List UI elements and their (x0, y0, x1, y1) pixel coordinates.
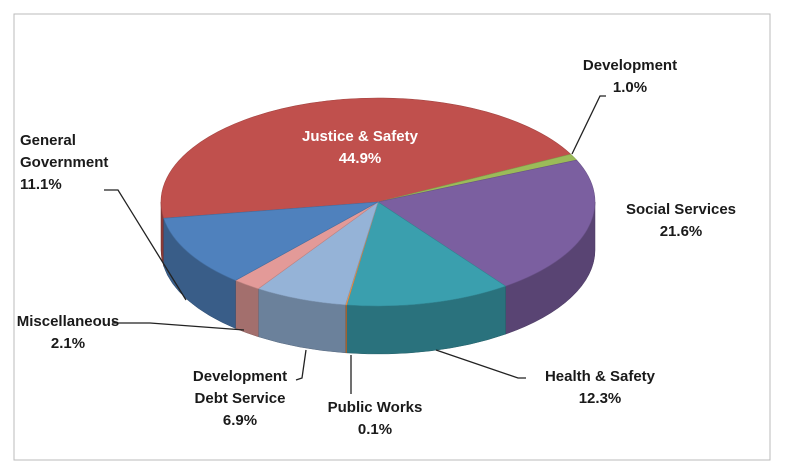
slice-label: Health & Safety 12.3% (525, 366, 675, 410)
category-label: Public Works (327, 399, 423, 416)
leader-line (435, 349, 526, 379)
category-label: Health & Safety (544, 368, 656, 385)
leader-line (104, 189, 187, 301)
chart-frame (13, 13, 771, 461)
slice-side (235, 280, 259, 338)
slice-label: Development 1.0% (560, 55, 700, 99)
leader-line (295, 349, 307, 381)
value-label: 6.9% (222, 412, 258, 429)
value-label: 44.9% (338, 150, 382, 167)
category-label: Social Services (625, 201, 737, 218)
slice-label: Public Works 0.1% (315, 397, 435, 441)
category-label: Justice & Safety (302, 128, 418, 145)
slice (163, 201, 379, 281)
slice-label: Justice & Safety 44.9% (290, 126, 430, 170)
leader-line (112, 322, 245, 331)
value-label: 11.1% (20, 176, 62, 193)
category-label: Development Debt Service (192, 368, 288, 407)
slice-label: Miscellaneous 2.1% (8, 311, 128, 355)
pie (160, 97, 596, 355)
slice-label: General Government 11.1% (20, 130, 140, 196)
value-label: 2.1% (50, 335, 86, 352)
category-label: Miscellaneous (16, 313, 120, 330)
value-label: 21.6% (659, 223, 703, 240)
leader-lines (104, 95, 606, 394)
slice (160, 97, 572, 219)
slice-label: Development Debt Service 6.9% (175, 366, 305, 432)
slice-label: Social Services 21.6% (606, 199, 756, 243)
slice (377, 159, 596, 287)
value-label: 1.0% (612, 79, 648, 96)
slice (346, 201, 507, 307)
category-label: General Government (20, 132, 109, 171)
value-label: 12.3% (578, 390, 622, 407)
category-label: Development (582, 57, 678, 74)
value-label: 0.1% (357, 421, 393, 438)
leader-line (571, 95, 606, 155)
